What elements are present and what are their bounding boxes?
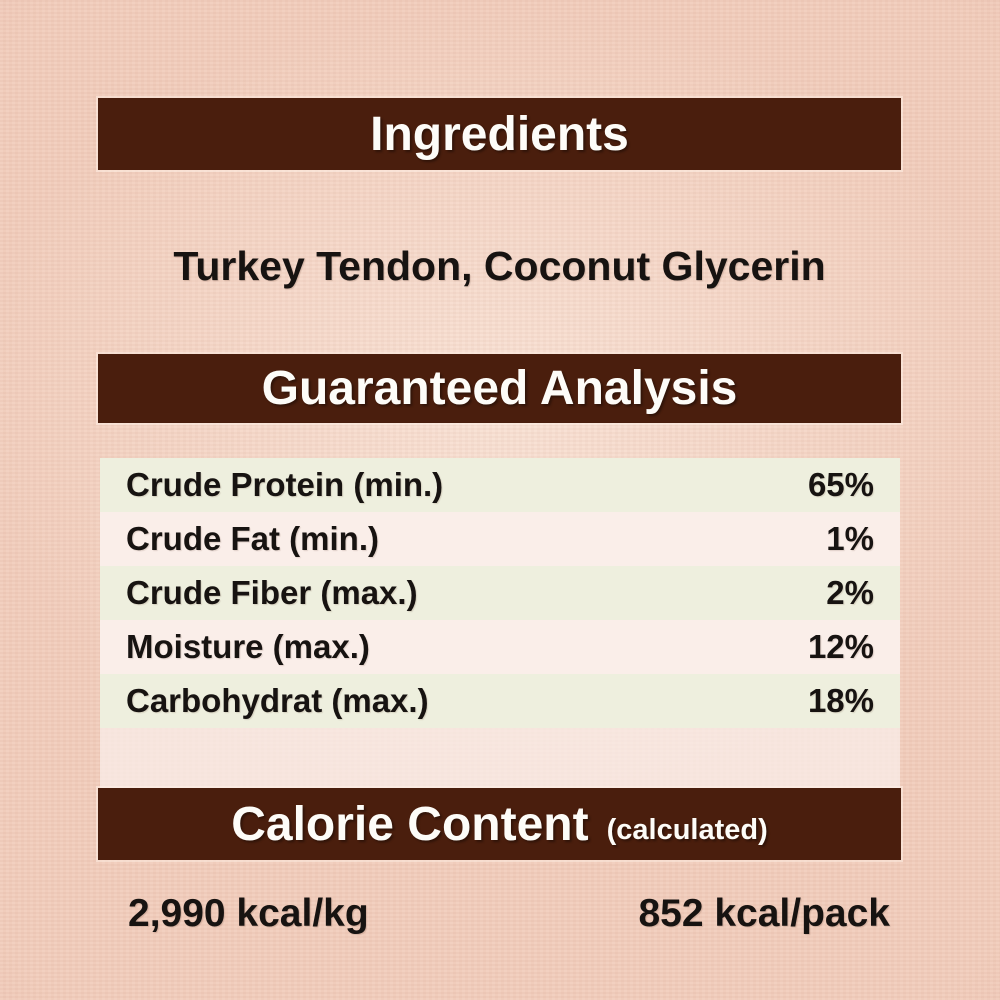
- guaranteed-analysis-table: Crude Protein (min.) 65% Crude Fat (min.…: [100, 458, 900, 788]
- calorie-per-pack: 852 kcal/pack: [638, 892, 890, 935]
- calorie-values-row: 2,990 kcal/kg 852 kcal/pack: [100, 888, 900, 940]
- table-row: Crude Fat (min.) 1%: [100, 512, 900, 566]
- nutrient-value: 12%: [807, 628, 874, 665]
- ingredients-title: Ingredients: [370, 107, 629, 161]
- calorie-per-kg: 2,990 kcal/kg: [128, 892, 369, 935]
- ingredients-list-text: Turkey Tendon, Coconut Glycerin: [173, 242, 826, 289]
- nutrient-label: Carbohydrat (max.): [126, 682, 429, 719]
- nutrient-value: 1%: [826, 520, 874, 557]
- nutrient-value: 2%: [826, 574, 874, 611]
- table-row: Crude Fiber (max.) 2%: [100, 566, 900, 620]
- table-row: Crude Protein (min.) 65%: [100, 458, 900, 512]
- nutrient-label: Moisture (max.): [126, 628, 370, 665]
- ingredients-list: Turkey Tendon, Coconut Glycerin: [98, 236, 901, 296]
- table-row: Moisture (max.) 12%: [100, 620, 900, 674]
- nutrient-label: Crude Fat (min.): [126, 520, 379, 557]
- ingredients-header-bar: Ingredients: [98, 98, 901, 170]
- calorie-content-header-bar: Calorie Content (calculated): [98, 788, 901, 860]
- nutrient-value: 65%: [807, 466, 874, 503]
- nutrient-value: 18%: [807, 682, 874, 719]
- nutrient-label: Crude Fiber (max.): [126, 574, 418, 611]
- calorie-content-note: (calculated): [606, 813, 768, 846]
- table-footer-strip: [100, 728, 900, 788]
- guaranteed-analysis-title: Guaranteed Analysis: [261, 362, 738, 415]
- table-row: Carbohydrat (max.) 18%: [100, 674, 900, 728]
- guaranteed-analysis-header-bar: Guaranteed Analysis: [98, 354, 901, 423]
- calorie-content-title: Calorie Content: [231, 797, 589, 851]
- nutrient-label: Crude Protein (min.): [126, 466, 444, 503]
